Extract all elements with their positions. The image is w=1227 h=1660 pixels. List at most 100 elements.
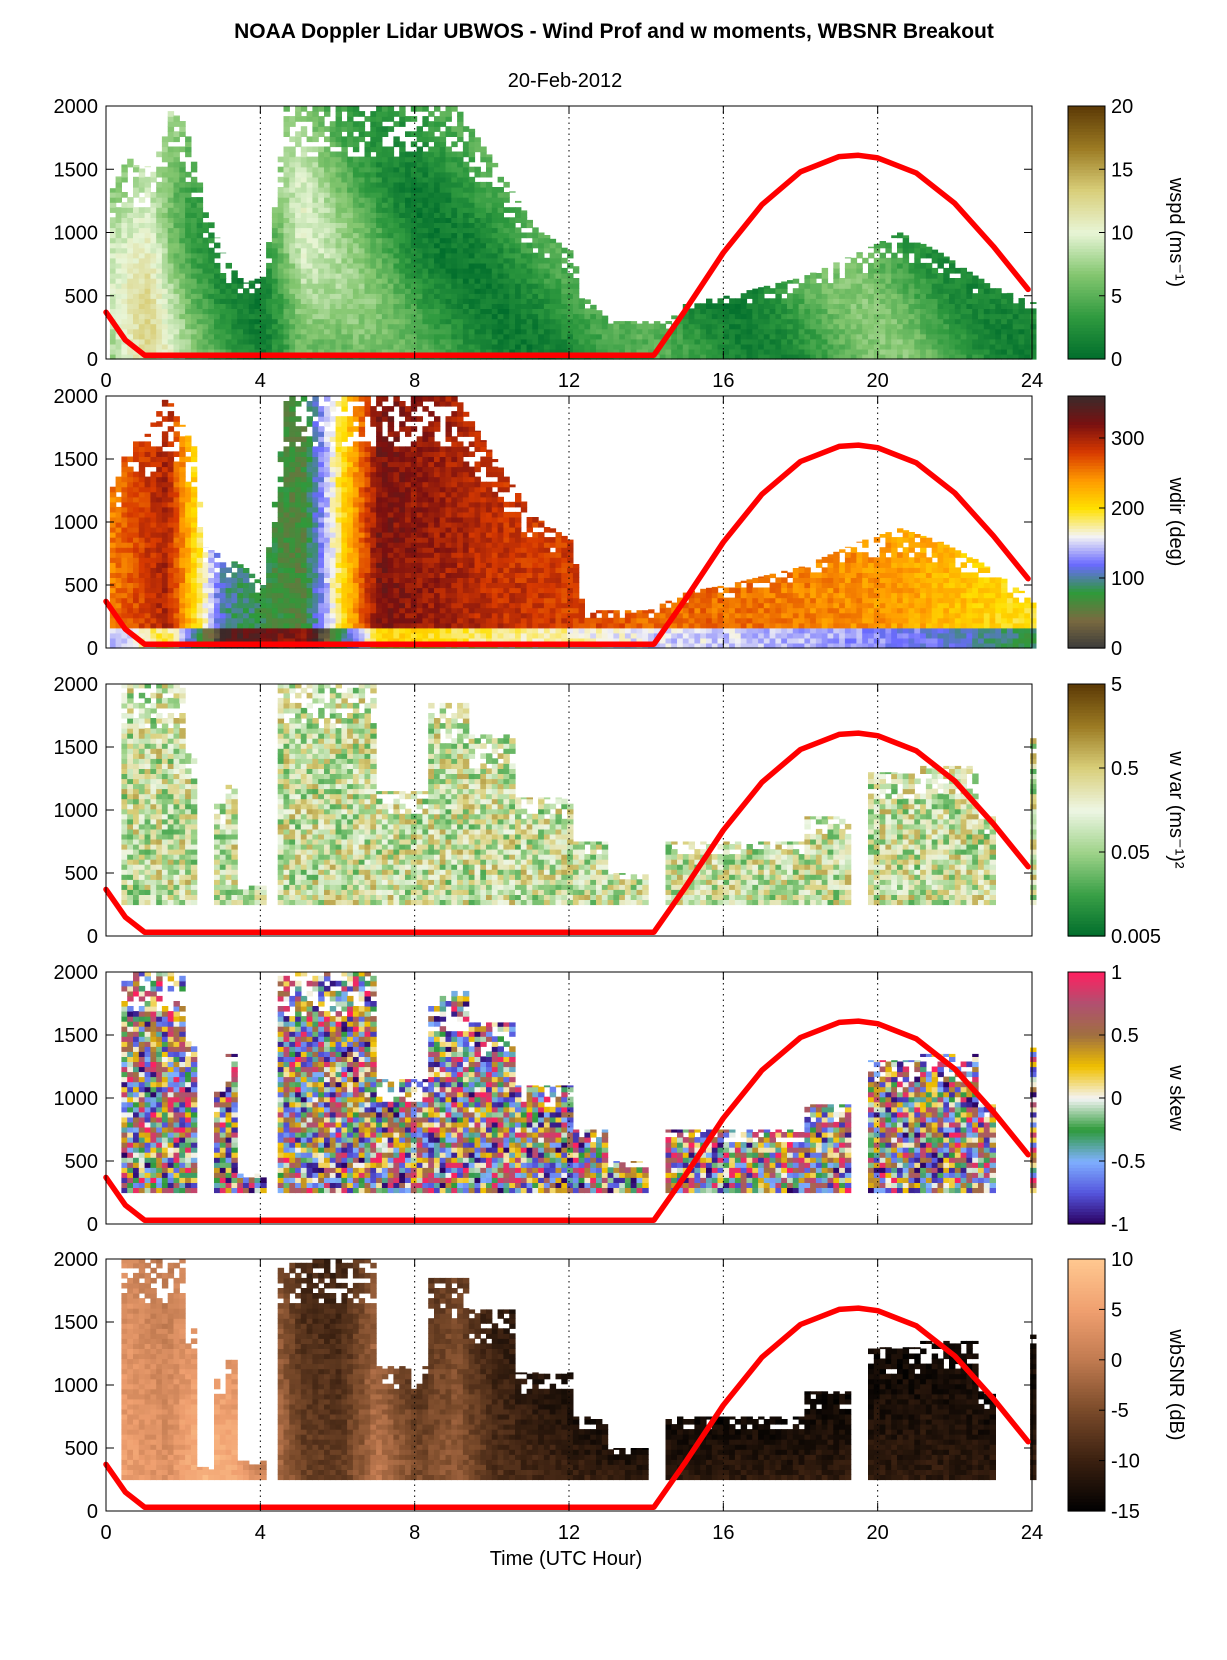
heatmap-cell (370, 136, 376, 142)
heatmap-cell (856, 308, 862, 314)
heatmap-cell (492, 258, 498, 264)
heatmap-cell (775, 344, 781, 350)
heatmap-cell (839, 278, 845, 284)
heatmap-cell (341, 308, 347, 314)
heatmap-cell (411, 238, 417, 244)
heatmap-cell (625, 344, 631, 350)
heatmap-cell (156, 502, 162, 508)
heatmap-cell (353, 187, 359, 193)
heatmap-cell (417, 227, 423, 233)
heatmap-cell (359, 217, 365, 223)
heatmap-cell (312, 314, 318, 320)
heatmap-cell (330, 243, 336, 249)
heatmap-cell (139, 451, 145, 457)
heatmap-cell (318, 167, 324, 173)
heatmap-cell (359, 238, 365, 244)
heatmap-cell (266, 273, 272, 279)
heatmap-cell (1030, 329, 1036, 335)
heatmap-cell (706, 329, 712, 335)
heatmap-cell (677, 344, 683, 350)
heatmap-cell (324, 319, 330, 325)
heatmap-cell (127, 577, 133, 583)
heatmap-cell (150, 308, 156, 314)
heatmap-cell (422, 106, 428, 112)
heatmap-cell (336, 116, 342, 122)
heatmap-cell (463, 293, 469, 299)
heatmap-cell (382, 253, 388, 259)
heatmap-cell (365, 273, 371, 279)
heatmap-cell (139, 329, 145, 335)
heatmap-cell (411, 263, 417, 269)
heatmap-cell (284, 319, 290, 325)
heatmap-cell (156, 233, 162, 239)
heatmap-cell (278, 238, 284, 244)
heatmap-cell (417, 192, 423, 198)
heatmap-cell (347, 116, 353, 122)
heatmap-cell (411, 339, 417, 345)
heatmap-cell (365, 293, 371, 299)
heatmap-cell (573, 298, 579, 304)
heatmap-cell (434, 263, 440, 269)
heatmap-cell (457, 131, 463, 137)
heatmap-cell (405, 293, 411, 299)
heatmap-cell (116, 638, 122, 644)
heatmap-cell (793, 334, 799, 340)
heatmap-cell (451, 329, 457, 335)
heatmap-cell (405, 324, 411, 330)
heatmap-cell (174, 202, 180, 208)
heatmap-cell (121, 263, 127, 269)
heatmap-cell (353, 329, 359, 335)
heatmap-cell (741, 319, 747, 325)
heatmap-cell (833, 283, 839, 289)
heatmap-cell (341, 268, 347, 274)
heatmap-cell (162, 248, 168, 254)
heatmap-cell (538, 344, 544, 350)
heatmap-cell (278, 339, 284, 345)
heatmap-cell (417, 217, 423, 223)
heatmap-cell (312, 111, 318, 117)
heatmap-cell (880, 308, 886, 314)
heatmap-cell (787, 298, 793, 304)
heatmap-cell (451, 222, 457, 228)
heatmap-cell (185, 324, 191, 330)
heatmap-cell (197, 339, 203, 345)
heatmap-cell (851, 339, 857, 345)
heatmap-cell (556, 334, 562, 340)
heatmap-cell (133, 497, 139, 503)
heatmap-cell (121, 258, 127, 264)
heatmap-cell (700, 319, 706, 325)
heatmap-cell (139, 446, 145, 452)
heatmap-cell (492, 283, 498, 289)
heatmap-cell (116, 567, 122, 573)
heatmap-cell (845, 349, 851, 355)
heatmap-cell (405, 278, 411, 284)
heatmap-cell (162, 253, 168, 259)
heatmap-cell (336, 192, 342, 198)
heatmap-cell (822, 319, 828, 325)
heatmap-cell (203, 212, 209, 218)
heatmap-cell (121, 562, 127, 568)
heatmap-cell (295, 319, 301, 325)
heatmap-cell (365, 197, 371, 203)
heatmap-cell (556, 253, 562, 259)
heatmap-cell (376, 248, 382, 254)
heatmap-cell (561, 339, 567, 345)
heatmap-cell (498, 308, 504, 314)
heatmap-cell (162, 157, 168, 163)
heatmap-cell (191, 583, 197, 589)
heatmap-cell (208, 593, 214, 599)
heatmap-cell (498, 329, 504, 335)
heatmap-cell (440, 298, 446, 304)
heatmap-cell (538, 288, 544, 294)
heatmap-cell (399, 253, 405, 259)
heatmap-cell (440, 192, 446, 198)
heatmap-cell (602, 324, 608, 330)
heatmap-cell (990, 324, 996, 330)
heatmap-cell (816, 308, 822, 314)
heatmap-cell (318, 243, 324, 249)
heatmap-cell (197, 319, 203, 325)
heatmap-cell (538, 248, 544, 254)
heatmap-cell (359, 172, 365, 178)
heatmap-cell (231, 583, 237, 589)
